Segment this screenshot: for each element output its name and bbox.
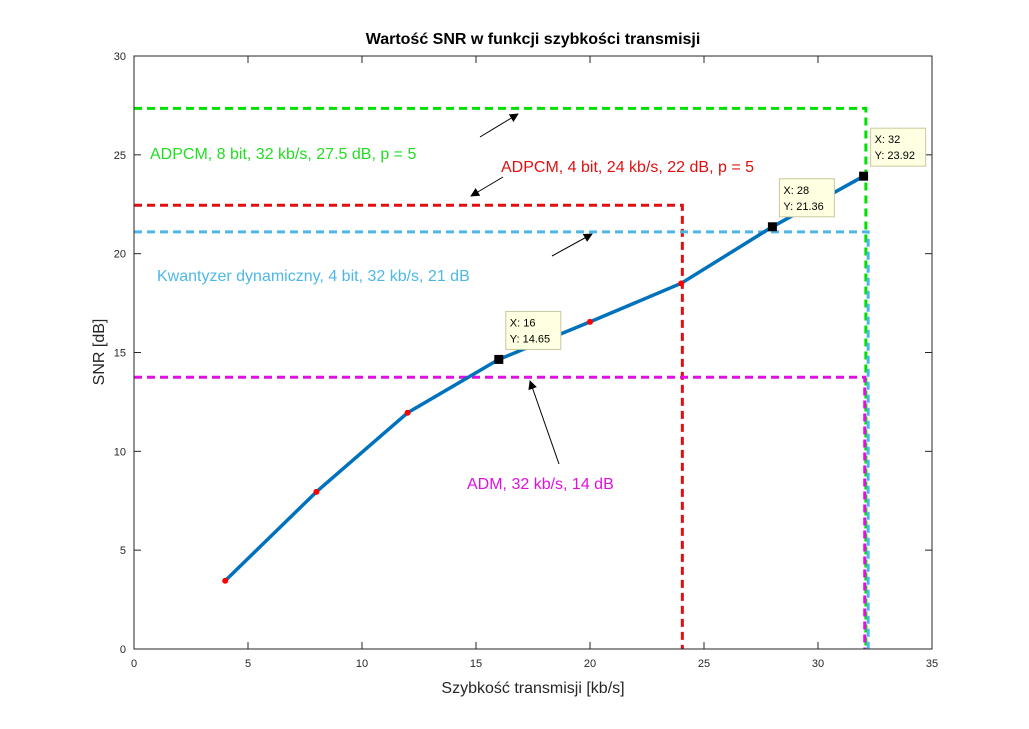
x-axis-label: Szybkość transmisji [kb/s] <box>441 680 624 697</box>
y-tick-label: 30 <box>114 51 126 63</box>
y-tick-label: 10 <box>114 446 126 458</box>
datatip-box <box>505 310 562 350</box>
annotation-arrow-adpcm-4bit <box>470 176 504 197</box>
data-point-0[interactable] <box>222 577 229 584</box>
datatip-x-label: X: 32 <box>875 134 901 146</box>
y-tick-label: 0 <box>120 644 126 656</box>
reference-line-1 <box>134 203 684 649</box>
reference-line-3 <box>134 375 867 649</box>
datatip-marker[interactable] <box>859 171 869 181</box>
x-tick-label: 0 <box>131 658 137 670</box>
datatip-marker[interactable] <box>494 354 504 364</box>
x-tick-label: 10 <box>356 658 368 670</box>
datatip-x-label: X: 16 <box>510 317 536 329</box>
x-tick-label: 25 <box>698 658 710 670</box>
y-tick-label: 15 <box>114 348 126 360</box>
data-point-4[interactable] <box>587 318 593 325</box>
datatip-box <box>870 127 927 167</box>
x-tick-label: 35 <box>926 658 938 670</box>
annotation-adm: ADM, 32 kb/s, 14 dB <box>467 476 614 493</box>
annotation-arrow-adpcm-8bit <box>479 113 519 138</box>
x-tick-label: 5 <box>245 658 251 670</box>
annotation-arrow-kwantyzer <box>551 233 593 257</box>
plot-area <box>134 56 932 649</box>
y-tick-label: 20 <box>114 249 126 261</box>
annotation-adpcm-4bit: ADPCM, 4 bit, 24 kb/s, 22 dB, p = 5 <box>501 159 754 176</box>
datatip-marker[interactable] <box>767 222 777 232</box>
data-point-2[interactable] <box>404 409 411 416</box>
reference-line-2 <box>134 230 870 649</box>
y-tick-label: 25 <box>114 150 126 162</box>
x-tick-label: 30 <box>812 658 824 670</box>
datatip-x-label: X: 28 <box>783 185 809 197</box>
annotation-adpcm-8bit: ADPCM, 8 bit, 32 kb/s, 27.5 dB, p = 5 <box>150 146 416 163</box>
y-tick-label: 5 <box>120 545 126 557</box>
x-tick-label: 20 <box>584 658 596 670</box>
chart-title: Wartość SNR w funkcji szybkości transmis… <box>366 31 701 48</box>
datatip-y-label: Y: 14.65 <box>510 333 550 345</box>
annotation-kwantyzer: Kwantyzer dynamiczny, 4 bit, 32 kb/s, 21… <box>157 268 470 285</box>
x-tick-label: 15 <box>470 658 482 670</box>
annotation-arrow-adm <box>528 380 560 465</box>
datatip-y-label: Y: 21.36 <box>783 201 823 213</box>
data-point-5[interactable] <box>678 280 685 287</box>
datatip-y-label: Y: 23.92 <box>875 150 915 162</box>
data-point-1[interactable] <box>313 488 320 495</box>
y-axis-label: SNR [dB] <box>91 319 108 386</box>
datatip-box <box>778 178 835 218</box>
